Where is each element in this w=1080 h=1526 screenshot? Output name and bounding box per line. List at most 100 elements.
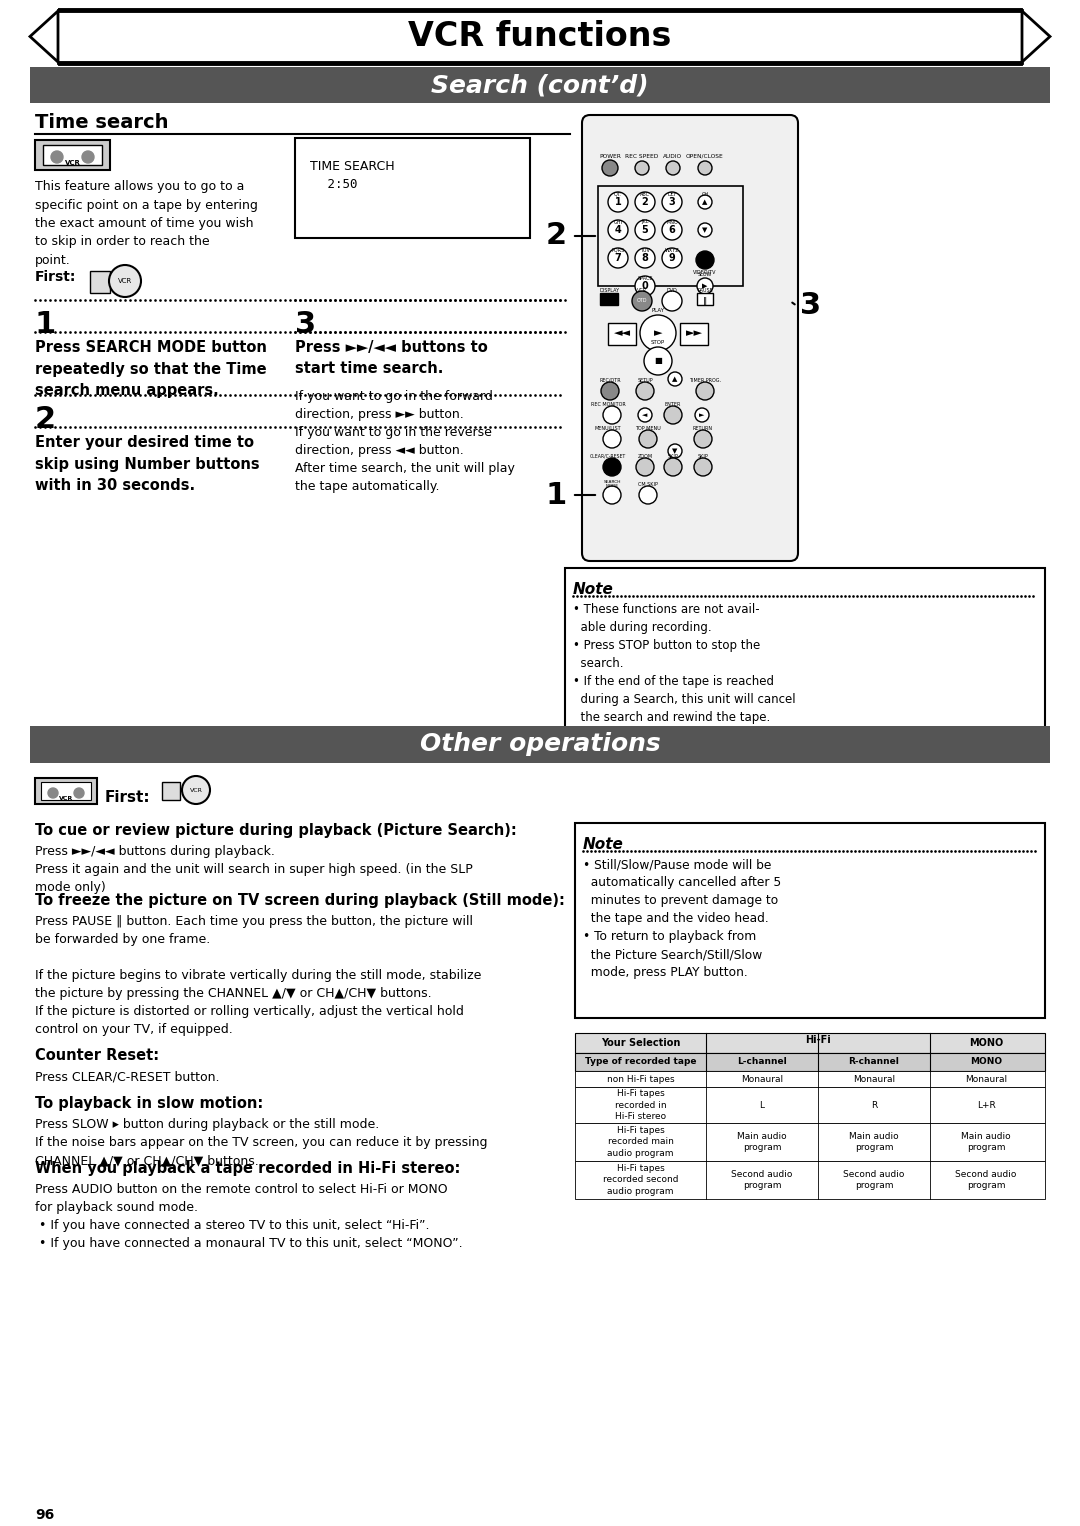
Text: CH: CH: [701, 191, 708, 197]
Text: SEARCH
MODE: SEARCH MODE: [604, 479, 621, 488]
Text: ▲: ▲: [702, 198, 707, 204]
Polygon shape: [1022, 11, 1050, 63]
Circle shape: [636, 382, 654, 400]
Text: Press SLOW ▸ button during playback or the still mode.
If the noise bars appear : Press SLOW ▸ button during playback or t…: [35, 1119, 487, 1167]
Text: Time search: Time search: [35, 113, 168, 133]
Text: ◄◄: ◄◄: [613, 328, 631, 337]
Text: ▼: ▼: [673, 449, 677, 455]
Text: MNO: MNO: [666, 220, 678, 224]
Text: L: L: [759, 1100, 765, 1109]
Text: 9: 9: [669, 253, 675, 262]
Text: R: R: [870, 1100, 877, 1109]
Circle shape: [664, 406, 681, 424]
Circle shape: [608, 220, 627, 240]
Text: 3: 3: [669, 197, 675, 208]
Text: Second audio
program: Second audio program: [843, 1170, 905, 1190]
Text: VCR: VCR: [118, 278, 132, 284]
Text: 2: 2: [35, 404, 56, 433]
Text: Hi-Fi tapes
recorded main
audio program: Hi-Fi tapes recorded main audio program: [607, 1126, 674, 1158]
Text: ‖: ‖: [703, 296, 707, 305]
Text: If you want to go in the forward
direction, press ►► button.
If you want to go i: If you want to go in the forward directi…: [295, 391, 515, 493]
Text: 3: 3: [800, 291, 821, 320]
Circle shape: [662, 249, 681, 269]
Text: Other operations: Other operations: [420, 732, 660, 757]
Bar: [575, 1071, 1045, 1087]
Text: REC SPEED: REC SPEED: [625, 154, 659, 159]
Bar: [43, 145, 102, 165]
Circle shape: [109, 266, 141, 298]
Text: TUV: TUV: [640, 247, 650, 252]
Circle shape: [603, 406, 621, 424]
Text: CLEAR/C-RESET: CLEAR/C-RESET: [590, 453, 626, 458]
Circle shape: [698, 223, 712, 237]
Bar: [30, 8, 1050, 66]
Circle shape: [600, 382, 619, 400]
Circle shape: [666, 162, 680, 175]
Bar: [608, 324, 636, 345]
Text: • These functions are not avail-
  able during recording.
• Press STOP button to: • These functions are not avail- able du…: [573, 603, 796, 723]
Bar: [295, 137, 530, 238]
Text: VCR: VCR: [59, 797, 73, 801]
Text: REC/OTR: REC/OTR: [599, 377, 621, 383]
Text: 6: 6: [669, 224, 675, 235]
Text: To freeze the picture on TV screen during playback (Still mode):: To freeze the picture on TV screen durin…: [35, 893, 565, 908]
Text: 96: 96: [35, 1508, 54, 1521]
Text: Hi-Fi: Hi-Fi: [805, 1035, 831, 1045]
Text: TIMER PROG.: TIMER PROG.: [689, 377, 721, 383]
Text: R-channel: R-channel: [849, 1058, 900, 1067]
Text: TIME SEARCH: TIME SEARCH: [310, 160, 394, 172]
Text: ►►: ►►: [686, 328, 702, 337]
Text: TOP MENU: TOP MENU: [635, 426, 661, 430]
Bar: [575, 823, 1045, 1018]
Text: Second audio
program: Second audio program: [731, 1170, 793, 1190]
Circle shape: [635, 162, 649, 175]
Text: Main audio
program: Main audio program: [849, 1132, 899, 1152]
Text: 0: 0: [642, 281, 648, 291]
Text: When you playback a tape recorded in Hi-Fi stereo:: When you playback a tape recorded in Hi-…: [35, 1161, 460, 1177]
Text: Hi-Fi tapes
recorded second
audio program: Hi-Fi tapes recorded second audio progra…: [603, 1164, 678, 1195]
Text: ZOOM: ZOOM: [637, 453, 652, 458]
Text: ABC: ABC: [640, 191, 650, 197]
Circle shape: [669, 372, 681, 386]
Bar: [575, 1123, 1045, 1161]
Circle shape: [638, 407, 652, 423]
Text: PAUSE: PAUSE: [697, 287, 713, 293]
Text: VCR functions: VCR functions: [408, 20, 672, 53]
Text: This feature allows you to go to a
specific point on a tape by entering
the exac: This feature allows you to go to a speci…: [35, 180, 258, 267]
Text: SKIP: SKIP: [667, 453, 678, 458]
Circle shape: [603, 485, 621, 504]
Text: 1: 1: [545, 481, 567, 510]
Text: QT:: QT:: [615, 191, 622, 197]
Text: ◄: ◄: [643, 412, 648, 418]
Text: POWER: POWER: [599, 154, 621, 159]
Text: 5: 5: [642, 224, 648, 235]
Text: L+R: L+R: [976, 1100, 996, 1109]
Text: non Hi-Fi tapes: non Hi-Fi tapes: [607, 1074, 674, 1083]
Text: Hi-Fi tapes
recorded in
Hi-Fi stereo: Hi-Fi tapes recorded in Hi-Fi stereo: [615, 1090, 666, 1120]
Text: To playback in slow motion:: To playback in slow motion:: [35, 1096, 264, 1111]
Text: DEF: DEF: [667, 191, 677, 197]
Circle shape: [183, 777, 210, 804]
Text: 2: 2: [642, 197, 648, 208]
Bar: [575, 1087, 1045, 1123]
Bar: [575, 1161, 1045, 1199]
Text: Monaural: Monaural: [741, 1074, 783, 1083]
Text: Press AUDIO button on the remote control to select Hi-Fi or MONO
for playback so: Press AUDIO button on the remote control…: [35, 1183, 462, 1250]
Text: ▲: ▲: [673, 375, 677, 382]
Polygon shape: [30, 11, 58, 63]
Text: OPEN/CLOSE: OPEN/CLOSE: [686, 154, 724, 159]
Bar: [575, 1033, 1045, 1053]
Bar: [697, 293, 713, 305]
Circle shape: [698, 162, 712, 175]
Text: 1: 1: [35, 310, 56, 339]
Bar: [575, 1053, 1045, 1071]
Circle shape: [608, 192, 627, 212]
Circle shape: [602, 160, 618, 175]
Text: L-channel: L-channel: [738, 1058, 787, 1067]
Text: Press ►►/◄◄ buttons during playback.
Press it again and the unit will search in : Press ►►/◄◄ buttons during playback. Pre…: [35, 845, 473, 894]
FancyBboxPatch shape: [582, 114, 798, 562]
Text: 8: 8: [642, 253, 648, 262]
Circle shape: [639, 485, 657, 504]
Text: MONO: MONO: [969, 1038, 1003, 1048]
Text: Monaural: Monaural: [853, 1074, 895, 1083]
